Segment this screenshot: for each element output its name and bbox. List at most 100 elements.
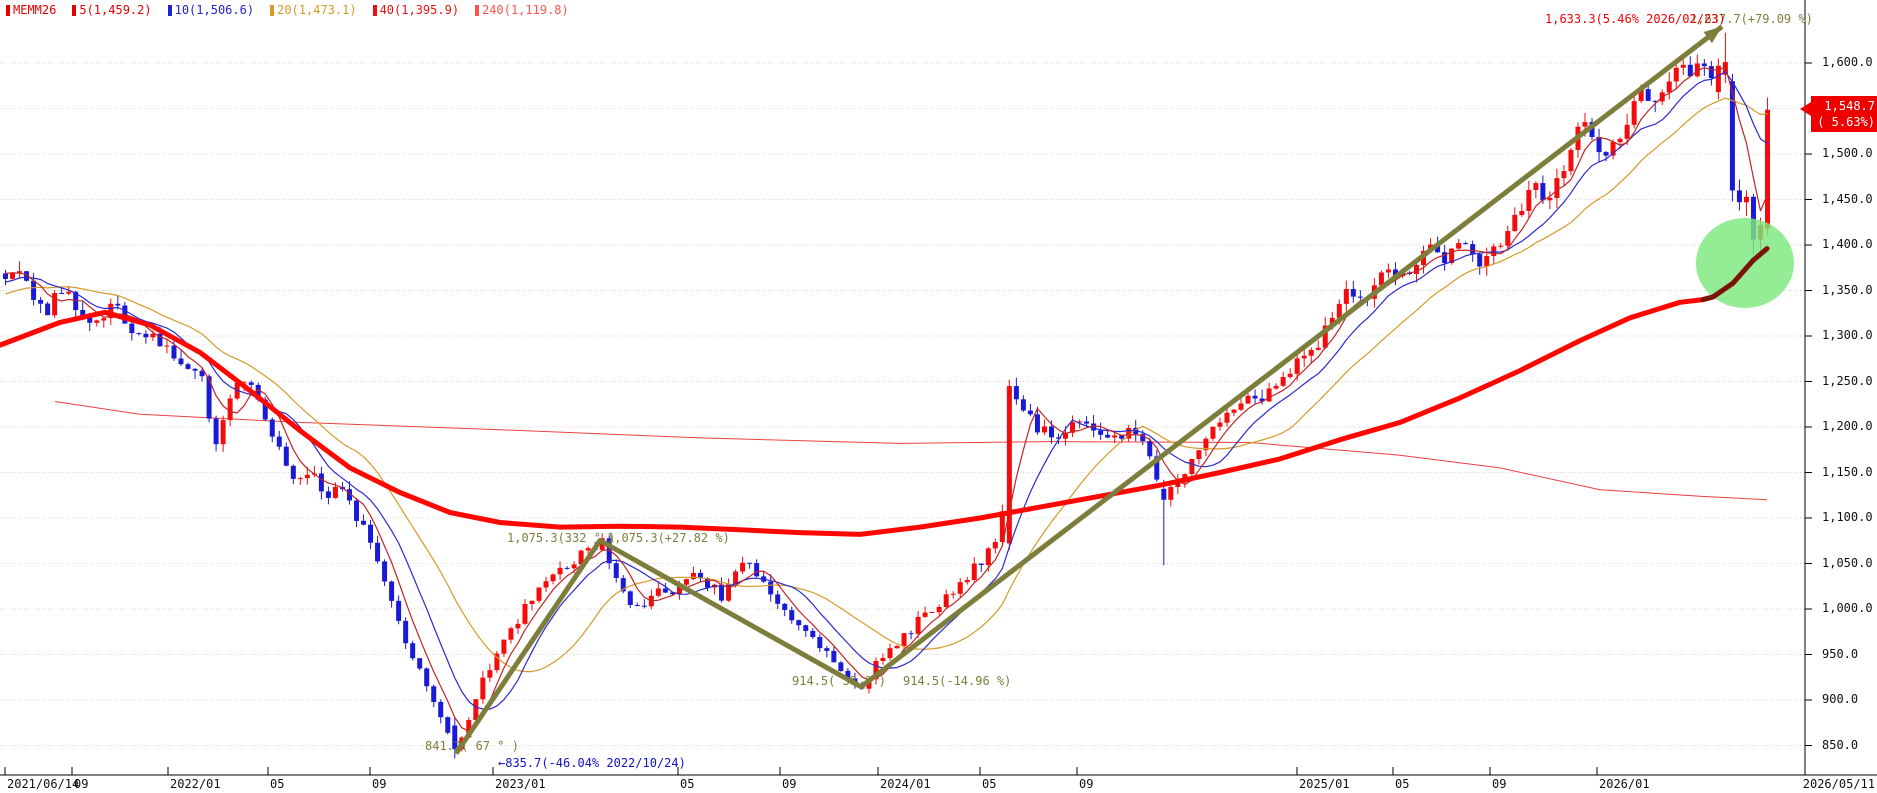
candle-body [290,465,296,479]
candle-body [803,625,809,631]
legend-label: 20(1,473.1) [277,3,357,17]
candle-body [136,333,142,335]
candle-body [1378,272,1384,286]
candle-body [1589,122,1595,137]
candle-body [515,623,521,629]
candle-body [754,563,760,577]
candle-body [1533,183,1539,190]
candle-body [87,315,93,323]
trend-target-label: 1,637.7(+79.09 %) [1690,12,1813,26]
candle-body [1414,265,1420,274]
candle-body [1280,377,1286,386]
candle-body [1175,481,1181,487]
candle-body [1687,64,1693,77]
candle-body [880,658,886,661]
candle-body [101,318,107,321]
candle-body [1252,395,1258,399]
candle-body [1077,421,1083,423]
candle-body [1350,289,1356,297]
y-axis-label: 1,300.0 [1822,328,1873,342]
y-axis-label: 1,450.0 [1822,191,1873,206]
candle-body [332,486,338,498]
candle-body [824,648,830,651]
x-axis-label: 05 [1395,777,1410,791]
candle-body [276,436,282,447]
candle-body [1666,81,1672,93]
last-price: 1,548.7 [1824,99,1875,113]
candle-body [1526,190,1532,211]
candle-body [1582,122,1588,127]
candle-body [1329,317,1335,326]
y-axis-label: 1,100.0 [1822,510,1873,524]
candle-body [1547,198,1553,201]
candle-body [845,670,851,679]
candle-body [1301,355,1307,359]
candle-body [1091,423,1097,431]
candle-body [129,323,135,334]
candle-body [1070,422,1076,433]
swing-low2-left: 914.5( 38 ° ) [792,674,886,688]
candle-body [1112,435,1118,438]
candle-body [978,563,984,565]
y-axis-label: 1,500.0 [1822,146,1873,160]
candle-body [262,399,268,420]
candle-body [1470,244,1476,255]
candle-body [662,588,668,593]
candle-body [94,320,100,323]
candle-body [922,612,928,617]
x-axis-label: 2021/06/14 [7,777,80,791]
last-price-badge: 1,548.7 ( 5.63%) [1800,96,1877,132]
candle-body [283,446,289,466]
candle-body [810,630,816,637]
candle-body [1596,137,1602,153]
candle-body [1743,196,1749,203]
candle-body [346,489,352,501]
candle-body [241,382,247,384]
candle-body [382,561,388,582]
legend-swatch-icon [167,4,172,16]
candle-body [1013,386,1019,400]
candle-body [697,572,703,579]
candle-body [1224,412,1230,423]
x-axis-label: 09 [1492,777,1507,791]
candle-body [1105,434,1111,438]
candle-body [768,581,774,595]
candle-body [1147,441,1153,457]
candle-body [1161,488,1167,500]
x-axis-label: 2023/01 [495,777,546,791]
candle-body [1701,63,1707,67]
candle-body [634,605,640,606]
chart-legend: MEMM26 5(1,459.2) 10(1,506.6) 20(1,473.1) 40… [6,3,569,17]
candle-body [1463,243,1469,245]
candle-body [705,578,710,588]
candle-body [1006,386,1012,544]
x-axis-label: 2024/01 [880,777,931,791]
ma40-line [0,246,1770,537]
candle-body [929,612,935,613]
candle-body [1456,243,1462,249]
last-change-pct: ( 5.63%) [1817,115,1875,129]
candle-body [775,594,781,604]
x-axis-label: 2025/01 [1299,777,1350,791]
candle-body [1063,432,1069,439]
candle-body [269,419,275,437]
candle-body [950,593,956,595]
candle-body [164,345,170,347]
candle-body [1294,358,1300,374]
x-axis-label: 09 [372,777,387,791]
legend-label: 5(1,459.2) [79,3,152,17]
candle-body [108,303,114,319]
candle-body [1603,152,1609,156]
candle-body [908,633,914,635]
candle-body [522,604,528,624]
candle-body [1119,435,1125,439]
candle-body [403,620,409,644]
legend-item: 10(1,506.6) [167,3,254,17]
candle-body [1245,395,1251,404]
candle-body [192,368,198,371]
candle-body [1638,89,1644,101]
legend-swatch-icon [6,4,10,16]
y-axis-label: 850.0 [1822,737,1859,752]
candle-body [297,478,303,480]
